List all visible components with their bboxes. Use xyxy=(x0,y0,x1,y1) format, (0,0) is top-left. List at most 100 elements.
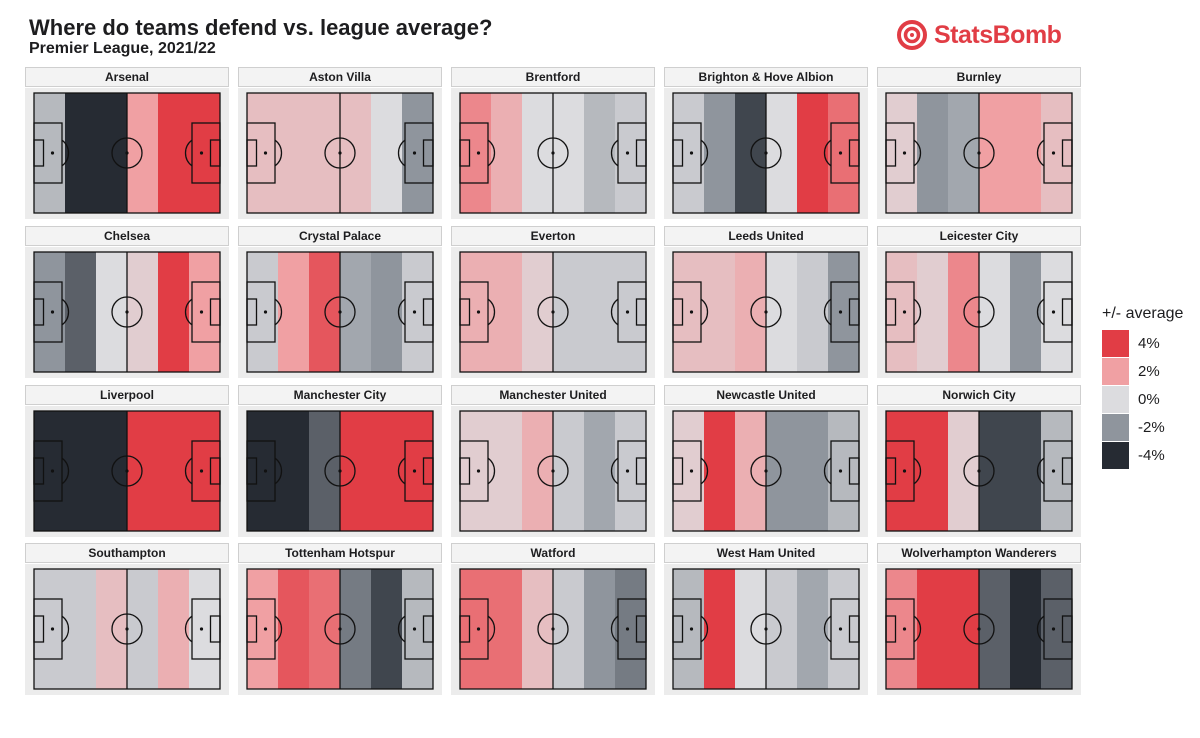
team-name: Manchester City xyxy=(238,385,442,405)
pitch-panel xyxy=(238,88,442,219)
pitch-markings xyxy=(672,92,860,214)
zone-cell xyxy=(65,569,97,689)
zone-cell xyxy=(797,93,829,213)
zone-cell xyxy=(797,252,829,372)
zone-cell xyxy=(189,569,221,689)
team-name: Brentford xyxy=(451,67,655,87)
pitch-heatmap xyxy=(33,410,221,532)
pitch-markings xyxy=(885,251,1073,373)
zone-cell xyxy=(584,569,616,689)
pitch-markings xyxy=(459,568,647,690)
zone-cell xyxy=(158,411,190,531)
pitch-heatmap xyxy=(885,568,1073,690)
pitch-panel xyxy=(877,564,1081,695)
team-name: West Ham United xyxy=(664,543,868,563)
legend-item: -4% xyxy=(1102,441,1183,469)
team-panel: Manchester City xyxy=(238,385,442,537)
zone-cell xyxy=(34,411,66,531)
zone-cell xyxy=(278,411,310,531)
team-name: Watford xyxy=(451,543,655,563)
pitch-panel xyxy=(238,406,442,537)
zone-cell xyxy=(247,93,279,213)
zone-cell xyxy=(460,252,492,372)
pitch-heatmap xyxy=(33,92,221,214)
pitch-heatmap xyxy=(246,410,434,532)
zone-cell xyxy=(65,411,97,531)
zone-cell xyxy=(917,252,949,372)
team-panel: Brighton & Hove Albion xyxy=(664,67,868,219)
zone-cell xyxy=(127,93,159,213)
team-name: Burnley xyxy=(877,67,1081,87)
statsbomb-logo-icon xyxy=(897,20,927,50)
pitch-heatmap xyxy=(672,568,860,690)
zone-cell xyxy=(766,252,798,372)
zone-cell xyxy=(1041,93,1073,213)
zone-cell xyxy=(673,411,705,531)
zone-cell xyxy=(371,93,403,213)
zone-cell xyxy=(65,252,97,372)
team-panel: Liverpool xyxy=(25,385,229,537)
zone-cell xyxy=(247,411,279,531)
team-panel: Brentford xyxy=(451,67,655,219)
team-name: Norwich City xyxy=(877,385,1081,405)
zone-cell xyxy=(340,411,372,531)
zone-cell xyxy=(340,252,372,372)
zone-cell xyxy=(828,93,860,213)
zone-cell xyxy=(491,252,523,372)
pitch-markings xyxy=(459,251,647,373)
zone-cell xyxy=(127,569,159,689)
zone-cell xyxy=(797,411,829,531)
pitch-panel xyxy=(238,564,442,695)
zone-cell xyxy=(158,569,190,689)
team-name: Chelsea xyxy=(25,226,229,246)
zone-cell xyxy=(460,411,492,531)
zone-cell xyxy=(189,252,221,372)
pitch-panel xyxy=(25,406,229,537)
zone-cell xyxy=(1010,411,1042,531)
chart-subtitle: Premier League, 2021/22 xyxy=(29,40,216,57)
zone-cell xyxy=(886,252,918,372)
pitch-panel xyxy=(25,88,229,219)
statsbomb-logo: StatsBomb xyxy=(896,18,1062,52)
pitch-heatmap xyxy=(33,568,221,690)
pitch-markings xyxy=(246,251,434,373)
pitch-markings xyxy=(459,410,647,532)
team-name: Southampton xyxy=(25,543,229,563)
pitch-heatmap xyxy=(33,251,221,373)
team-panel: Aston Villa xyxy=(238,67,442,219)
team-name: Brighton & Hove Albion xyxy=(664,67,868,87)
pitch-heatmap xyxy=(459,410,647,532)
team-panel: Everton xyxy=(451,226,655,378)
team-name: Newcastle United xyxy=(664,385,868,405)
zone-cell xyxy=(673,93,705,213)
zone-cell xyxy=(673,252,705,372)
zone-cell xyxy=(828,411,860,531)
zone-cell xyxy=(247,569,279,689)
pitch-heatmap xyxy=(246,92,434,214)
pitch-heatmap xyxy=(672,410,860,532)
team-panel: Leeds United xyxy=(664,226,868,378)
legend-swatch xyxy=(1102,413,1129,441)
zone-cell xyxy=(491,569,523,689)
zone-cell xyxy=(1010,252,1042,372)
team-panel: Newcastle United xyxy=(664,385,868,537)
team-name: Leicester City xyxy=(877,226,1081,246)
pitch-markings xyxy=(33,410,221,532)
zone-cell xyxy=(828,252,860,372)
zone-cell xyxy=(402,569,434,689)
team-name: Tottenham Hotspur xyxy=(238,543,442,563)
team-name: Manchester United xyxy=(451,385,655,405)
team-panel: Wolverhampton Wanderers xyxy=(877,543,1081,695)
zone-cell xyxy=(402,411,434,531)
pitch-panel xyxy=(451,564,655,695)
chart-title: Where do teams defend vs. league average… xyxy=(29,15,493,40)
zone-cell xyxy=(917,569,949,689)
zone-cell xyxy=(402,93,434,213)
pitch-heatmap xyxy=(885,251,1073,373)
zone-cell xyxy=(371,569,403,689)
statsbomb-logo-text: StatsBomb xyxy=(934,20,1062,49)
team-panel: Arsenal xyxy=(25,67,229,219)
pitch-heatmap xyxy=(246,568,434,690)
zone-cell xyxy=(797,569,829,689)
